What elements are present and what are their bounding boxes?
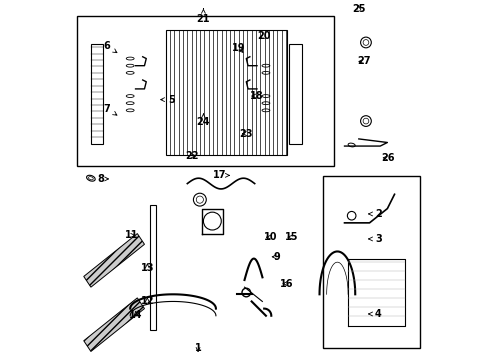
Text: 3: 3 (368, 234, 381, 244)
Text: 21: 21 (196, 9, 210, 24)
Text: 8: 8 (97, 174, 108, 184)
Polygon shape (83, 298, 144, 351)
Bar (77, 16, 333, 166)
Text: 12: 12 (140, 296, 154, 306)
Text: 9: 9 (272, 252, 280, 262)
Text: 26: 26 (381, 153, 394, 163)
Text: 2: 2 (368, 209, 381, 219)
Text: 6: 6 (103, 41, 117, 53)
Text: 10: 10 (263, 232, 276, 242)
Text: 20: 20 (257, 31, 270, 41)
Text: 22: 22 (185, 151, 198, 161)
Bar (165, 30, 287, 155)
Polygon shape (83, 234, 144, 287)
Text: 15: 15 (285, 232, 298, 242)
Bar (149, 205, 156, 330)
Text: 17: 17 (212, 170, 229, 180)
Text: 5: 5 (161, 95, 174, 105)
Text: 13: 13 (140, 262, 154, 273)
Text: 27: 27 (357, 57, 370, 66)
Text: 7: 7 (103, 104, 117, 115)
Text: 11: 11 (124, 230, 138, 240)
Bar (91, 44, 103, 144)
Text: 18: 18 (250, 91, 263, 101)
Text: 1: 1 (194, 343, 201, 353)
Text: 4: 4 (368, 309, 381, 319)
Text: 16: 16 (279, 279, 293, 289)
Text: 14: 14 (129, 310, 142, 320)
Text: 23: 23 (239, 129, 252, 139)
Text: 25: 25 (351, 4, 365, 14)
Text: 19: 19 (231, 43, 244, 53)
Bar (323, 176, 419, 348)
Text: 24: 24 (196, 114, 210, 127)
Bar (288, 44, 301, 144)
